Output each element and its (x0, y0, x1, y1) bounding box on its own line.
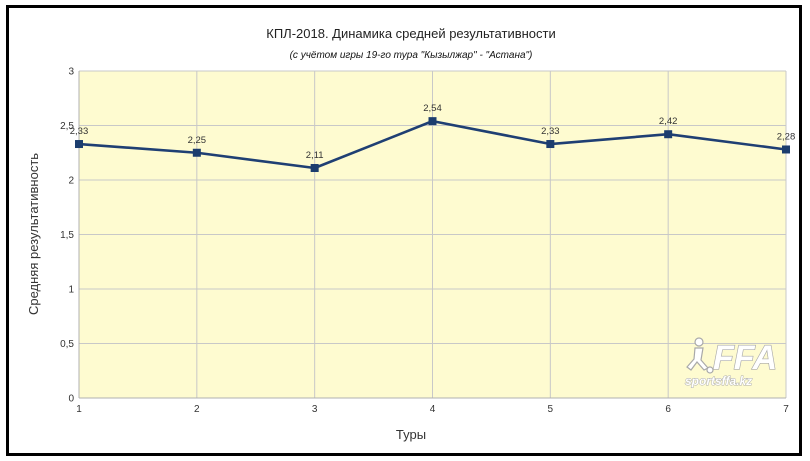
y-tick-label: 1 (68, 285, 74, 296)
data-label: 2,28 (777, 131, 796, 142)
x-tick-label: 2 (194, 404, 200, 415)
data-point (428, 117, 437, 126)
data-point (75, 140, 83, 149)
football-player-icon (686, 337, 714, 374)
data-label: 2,42 (659, 116, 678, 127)
y-tick-label: 2,5 (60, 121, 74, 132)
data-point (664, 130, 673, 139)
y-tick-label: 0,5 (60, 339, 74, 350)
watermark-site-text: sportsffa.kz (685, 374, 752, 388)
grid-lines (78, 70, 787, 399)
data-label: 2,25 (188, 135, 207, 146)
watermark-logo: FFA sportsffa.kz (685, 337, 778, 388)
y-axis-title: Средняя результативность (26, 153, 41, 315)
data-labels: 2,33 2,25 2,11 2,54 2,33 2,42 2,28 (70, 103, 796, 161)
y-tick-label: 1,5 (60, 230, 74, 241)
watermark-ffa-text: FFA (713, 339, 777, 377)
data-point (192, 148, 201, 157)
data-point (546, 140, 555, 149)
x-tick-label: 7 (783, 404, 789, 415)
y-tick-label: 3 (68, 67, 74, 78)
x-tick-label: 5 (548, 404, 554, 415)
x-tick-label: 1 (76, 404, 82, 415)
x-tick-label: 3 (312, 404, 318, 415)
x-axis-ticks: 1 2 3 4 5 6 7 (76, 404, 789, 415)
y-tick-label: 2 (68, 176, 74, 187)
line-chart: КПЛ-2018. Динамика средней результативно… (26, 26, 796, 442)
data-label: 2,11 (306, 150, 324, 161)
chart-frame: КПЛ-2018. Динамика средней результативно… (6, 5, 802, 456)
data-markers (75, 117, 790, 173)
data-point (782, 145, 790, 154)
data-label: 2,33 (541, 126, 560, 137)
x-tick-label: 4 (430, 404, 436, 415)
data-label: 2,33 (70, 126, 89, 137)
data-point (310, 164, 319, 173)
chart-title: КПЛ-2018. Динамика средней результативно… (266, 26, 556, 41)
chart-subtitle: (с учётом игры 19-го тура "Кызылжар" - "… (290, 50, 533, 61)
x-axis-title: Туры (396, 427, 426, 442)
x-tick-label: 6 (665, 404, 671, 415)
y-tick-label: 0 (68, 394, 74, 405)
y-axis-ticks: 0 0,5 1 1,5 2 2,5 3 (60, 67, 74, 405)
data-label: 2,54 (423, 103, 442, 114)
